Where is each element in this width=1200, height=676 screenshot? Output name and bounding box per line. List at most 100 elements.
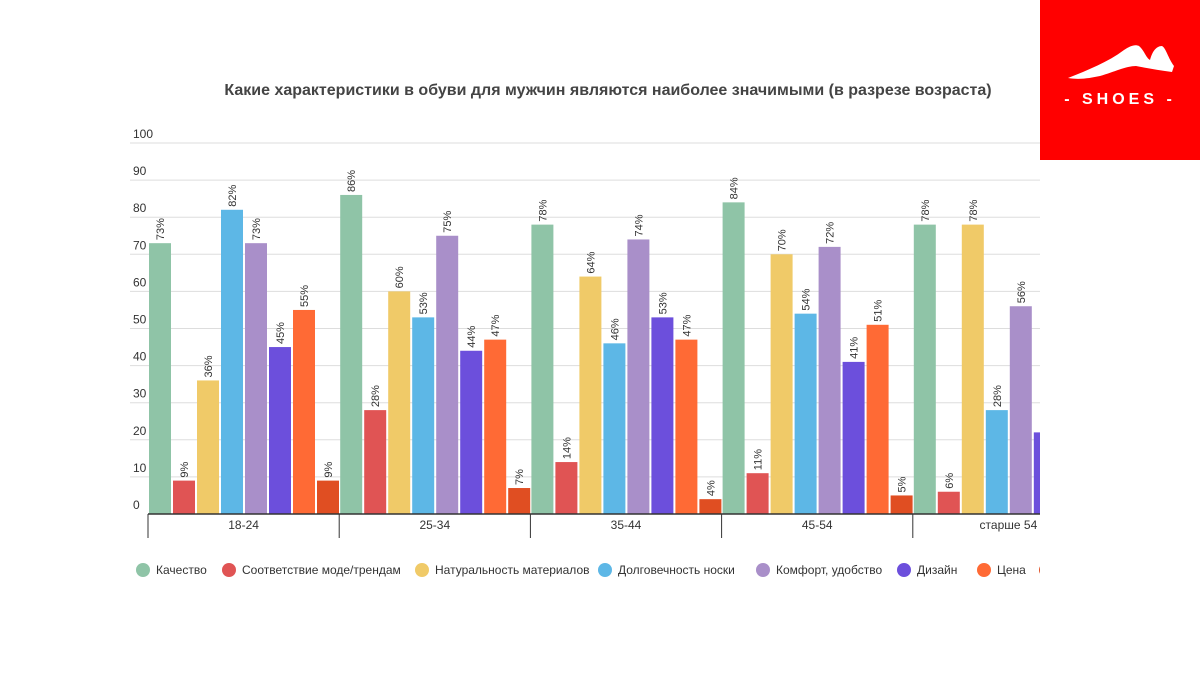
- bar: [985, 410, 1008, 514]
- data-label: 5%: [897, 476, 909, 492]
- bar: [579, 276, 602, 514]
- data-label: 7%: [514, 469, 526, 485]
- bar: [221, 209, 243, 514]
- bar: [245, 243, 267, 515]
- x-tick-label: 35-44: [611, 518, 642, 532]
- chart-title: Какие характеристики в обуви для мужчин …: [224, 82, 991, 99]
- data-label: 47%: [681, 314, 693, 336]
- bar: [555, 462, 578, 514]
- bars-layer: [149, 194, 1040, 515]
- x-tick-label: 45-54: [802, 518, 833, 532]
- data-label: 60%: [394, 266, 406, 288]
- bar: [675, 339, 698, 514]
- bar: [508, 488, 531, 514]
- data-label: 9%: [323, 461, 335, 477]
- data-label: 73%: [155, 218, 167, 240]
- legend-label: Соответствие моде/трендам: [242, 563, 401, 577]
- legend-label: Качество: [156, 563, 207, 577]
- bar: [818, 246, 841, 514]
- data-label: 84%: [729, 177, 741, 199]
- bar-chart: Какие характеристики в обуви для мужчин …: [130, 82, 1040, 577]
- bar: [340, 194, 363, 514]
- legend-item: Качество: [136, 563, 207, 577]
- bar: [603, 343, 626, 514]
- data-label: 46%: [609, 318, 621, 340]
- data-label: 53%: [657, 292, 669, 314]
- y-axis: 0 10 20 30 40 50 60 70 80 90 100: [133, 127, 153, 512]
- legend-item: Комфорт, удобство: [756, 563, 882, 577]
- legend-label: Долговечность носки: [618, 563, 735, 577]
- bar: [388, 291, 411, 514]
- legend-item: Соответствие моде/трендам: [222, 563, 401, 577]
- x-tick-label: 18-24: [228, 518, 259, 532]
- bar: [460, 350, 483, 514]
- x-tick-label: старше 54: [980, 518, 1038, 532]
- data-label: 73%: [251, 218, 263, 240]
- data-label: 55%: [299, 285, 311, 307]
- bar: [866, 324, 889, 514]
- data-label: 11%: [753, 449, 765, 470]
- legend-label: Цена: [997, 563, 1026, 577]
- data-label: 82%: [227, 185, 239, 207]
- legend-label: Комфорт, удобство: [776, 563, 882, 577]
- legend-marker: [897, 563, 911, 577]
- data-label: 45%: [275, 322, 287, 344]
- shoe-logo-icon: [1068, 45, 1174, 83]
- bar: [794, 313, 817, 514]
- y-tick-label: 20: [133, 424, 147, 438]
- y-tick-label: 30: [133, 387, 147, 401]
- data-label: 78%: [920, 199, 932, 221]
- y-tick-label: 50: [133, 313, 147, 327]
- bar: [890, 495, 913, 514]
- data-label: 75%: [442, 211, 454, 233]
- bar: [961, 224, 984, 514]
- legend-label: Дизайн: [917, 563, 957, 577]
- bar: [269, 347, 291, 514]
- y-tick-label: 10: [133, 461, 147, 475]
- data-label: 78%: [968, 199, 980, 221]
- y-tick-label: 0: [133, 498, 140, 512]
- bar: [364, 410, 387, 514]
- bar: [531, 224, 554, 514]
- data-label: 6%: [944, 473, 956, 489]
- bar: [1033, 432, 1040, 514]
- data-label: 78%: [537, 199, 549, 221]
- bar: [842, 361, 865, 514]
- data-label: 41%: [849, 337, 861, 359]
- data-label: 28%: [992, 385, 1004, 407]
- bar: [293, 309, 315, 514]
- bar: [317, 480, 339, 514]
- data-labels-layer: 73% 9% 36% 82% 73% 45% 55% 9% 86% 28% 60% 53% 75% 44%…: [155, 170, 1040, 496]
- y-tick-label: 70: [133, 238, 147, 252]
- data-label: 54%: [801, 288, 813, 310]
- data-label: 72%: [825, 222, 837, 244]
- legend-marker: [415, 563, 429, 577]
- x-axis: 18-24 25-34 35-44 45-54 старше 54: [147, 513, 1040, 538]
- legend-label: Натуральность материалов: [435, 563, 590, 577]
- data-label: 51%: [873, 300, 885, 322]
- legend-marker: [222, 563, 236, 577]
- bar: [913, 224, 936, 514]
- shoes-logo: - SHOES -: [1040, 0, 1200, 160]
- bar: [699, 499, 722, 514]
- bar: [149, 243, 171, 515]
- data-label: 56%: [1016, 281, 1028, 303]
- chart-grid: [130, 142, 1040, 478]
- bar: [412, 317, 435, 514]
- bar: [436, 235, 459, 514]
- data-label: 47%: [490, 314, 502, 336]
- y-tick-label: 80: [133, 201, 147, 215]
- bar: [197, 380, 219, 514]
- data-label: 28%: [370, 385, 382, 407]
- data-label: 70%: [777, 229, 789, 251]
- legend-item: Бренд: [1039, 566, 1040, 574]
- y-tick-label: 60: [133, 275, 147, 289]
- legend-item: Натуральность материалов: [415, 563, 590, 577]
- data-label: 9%: [179, 461, 191, 477]
- legend: Качество Соответствие моде/трендам Натурал…: [136, 563, 1040, 577]
- legend-marker: [598, 563, 612, 577]
- bar: [1009, 306, 1032, 514]
- bar: [173, 480, 195, 514]
- data-label: 4%: [705, 480, 717, 496]
- legend-item: Долговечность носки: [598, 563, 735, 577]
